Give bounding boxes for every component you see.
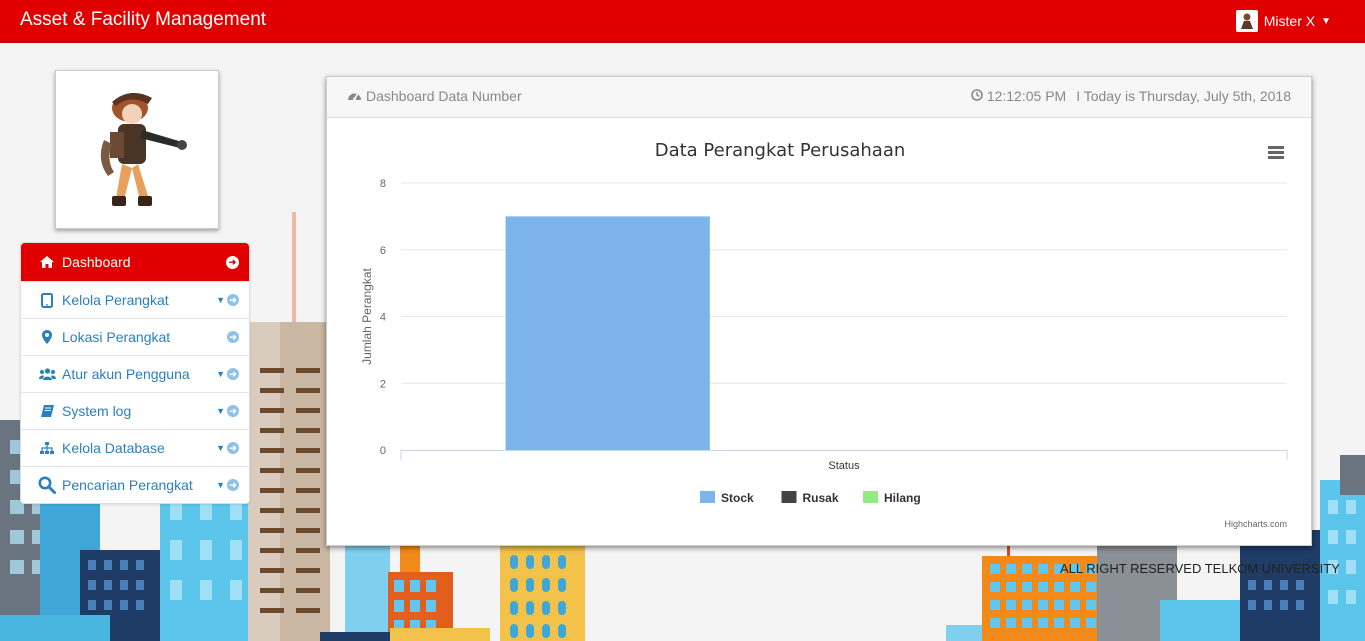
chart-menu-icon[interactable]	[1268, 146, 1284, 159]
caret-down-icon: ▼	[216, 480, 225, 490]
sidebar-item-pencarian-perangkat[interactable]: Pencarian Perangkat ▼ ➜	[21, 466, 249, 503]
arrow-circle-right-icon: ➜	[227, 479, 239, 491]
y-tick-label: 2	[380, 378, 386, 390]
y-axis-title: Jumlah Perangkat	[360, 267, 374, 364]
user-name: Mister X	[1264, 13, 1315, 29]
sidebar-item-system-log[interactable]: System log ▼ ➜	[21, 392, 249, 429]
sidebar-item-lokasi-perangkat[interactable]: Lokasi Perangkat ➜	[21, 318, 249, 355]
caret-down-icon: ▼	[216, 295, 225, 305]
panel-title: Dashboard Data Number	[366, 88, 522, 104]
legend-swatch-rusak	[782, 491, 797, 503]
caret-down-icon: ▼	[216, 369, 225, 379]
sidebar-item-label: Lokasi Perangkat	[62, 329, 170, 345]
sidebar-item-label: Pencarian Perangkat	[62, 477, 193, 493]
sitemap-icon	[38, 442, 56, 454]
arrow-circle-right-icon: ➜	[227, 442, 239, 454]
home-icon	[38, 256, 56, 268]
sidebar-item-label: Atur akun Pengguna	[62, 366, 190, 382]
app-brand[interactable]: Asset & Facility Management	[20, 9, 266, 31]
chart-menu-bar	[1268, 156, 1284, 159]
chart-menu-bar	[1268, 146, 1284, 149]
sidebar-item-label: Dashboard	[62, 254, 131, 270]
legend-item-stock[interactable]: Stock	[721, 491, 754, 505]
users-icon	[38, 368, 56, 380]
top-navbar: Asset & Facility Management Mister X ▼	[0, 0, 1365, 43]
dashboard-panel: Dashboard Data Number 12:12:05 PM I Toda…	[326, 76, 1312, 546]
book-icon	[38, 405, 56, 417]
search-icon	[38, 476, 56, 494]
arrow-circle-right-icon: ➜	[227, 294, 239, 306]
chart-container: Data Perangkat Perusahaan 0 2 4 6 8 Jumlah Per…	[341, 131, 1299, 531]
character-illustration	[82, 80, 192, 220]
arrow-circle-right-icon: ➜	[227, 405, 239, 417]
arrow-circle-right-icon: ➜	[227, 331, 239, 343]
user-menu[interactable]: Mister X ▼	[1236, 10, 1331, 32]
sidebar-item-kelola-perangkat[interactable]: Kelola Perangkat ▼ ➜	[21, 281, 249, 318]
current-date: I Today is Thursday, July 5th, 2018	[1076, 88, 1291, 104]
chart-title: Data Perangkat Perusahaan	[655, 140, 906, 161]
sidebar-item-dashboard[interactable]: Dashboard ➜	[21, 243, 249, 281]
y-tick-label: 4	[380, 312, 386, 324]
chart-menu-bar	[1268, 151, 1284, 154]
sidebar-item-atur-akun-pengguna[interactable]: Atur akun Pengguna ▼ ➜	[21, 355, 249, 392]
legend-item-hilang[interactable]: Hilang	[884, 491, 921, 505]
sidebar-item-kelola-database[interactable]: Kelola Database ▼ ➜	[21, 429, 249, 466]
arrow-circle-right-icon: ➜	[227, 368, 239, 380]
sidebar-menu: Dashboard ➜ Kelola Perangkat ▼ ➜ Lokasi P…	[20, 242, 250, 504]
panel-header: Dashboard Data Number 12:12:05 PM I Toda…	[327, 77, 1311, 118]
caret-down-icon: ▼	[216, 443, 225, 453]
y-tick-label: 6	[380, 245, 386, 257]
legend-swatch-stock	[700, 491, 715, 503]
current-time: 12:12:05 PM	[987, 88, 1066, 104]
legend-item-rusak[interactable]: Rusak	[803, 491, 839, 505]
user-avatar	[1236, 10, 1258, 32]
map-marker-icon	[38, 330, 56, 344]
clock-icon	[971, 88, 983, 104]
tablet-icon	[38, 293, 56, 308]
caret-down-icon: ▼	[216, 406, 225, 416]
sidebar-item-label: System log	[62, 403, 131, 419]
y-tick-label: 0	[380, 445, 386, 457]
arrow-circle-right-icon: ➜	[226, 256, 239, 269]
legend-swatch-hilang	[863, 491, 878, 503]
dashboard-gauge-icon	[347, 88, 362, 104]
footer-copyright: ALL RIGHT RESERVED TELKOM UNIVERSITY	[1060, 561, 1340, 576]
y-tick-label: 8	[380, 178, 386, 190]
chart-background	[341, 131, 1299, 531]
x-tick-label: Status	[828, 460, 860, 472]
chevron-down-icon: ▼	[1321, 16, 1331, 27]
profile-picture	[55, 70, 219, 229]
sidebar-item-label: Kelola Database	[62, 440, 165, 456]
bar-chart: Data Perangkat Perusahaan 0 2 4 6 8 Jumlah Per…	[341, 131, 1299, 531]
bar-stock	[506, 216, 710, 450]
sidebar-item-label: Kelola Perangkat	[62, 292, 169, 308]
chart-credits: Highcharts.com	[1224, 519, 1287, 529]
